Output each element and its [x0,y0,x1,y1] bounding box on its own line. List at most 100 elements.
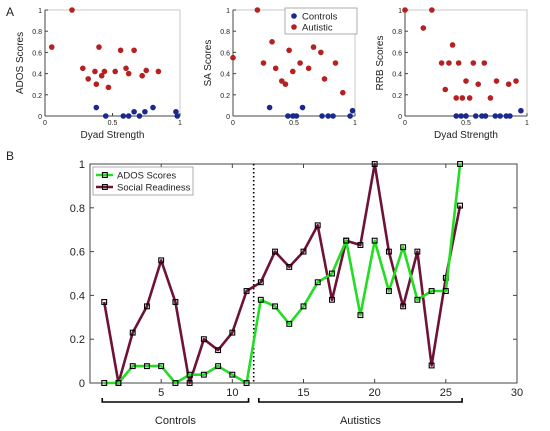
data-marker [172,299,179,305]
scatter-point [472,113,479,119]
scatter-point [150,104,156,111]
scatter-point [96,44,102,50]
data-marker [414,248,421,255]
scatter-point [459,95,466,101]
scatter-point [266,104,273,111]
scatter-point [481,60,488,66]
data-marker [158,363,165,370]
scatter-point [142,108,148,115]
scatter-point [105,84,112,91]
scatter-point [507,113,513,119]
legend-label: Autistic [302,23,333,34]
y-axis-label: SA Scores [203,40,214,87]
scatter-point [101,68,108,75]
x-tick-label: 0.5 [108,120,118,127]
scatter-point [349,107,356,114]
scatter-point [269,39,275,45]
scatter-point [48,44,55,50]
legend-marker [291,24,297,30]
scatter-point [272,65,279,72]
data-marker [243,380,250,386]
scatter-point [325,113,331,119]
scatter-point [420,25,427,31]
scatter-point [310,44,317,50]
x-tick-label: 20 [369,387,381,399]
data-marker [158,257,165,264]
y-tick-label: 1 [38,8,42,15]
y-tick-label: 0.8 [70,203,85,215]
legend-marker [291,13,297,19]
x-axis-label: Dyad Strength [81,130,145,141]
data-marker [357,242,364,248]
x-tick-label: 30 [511,387,523,399]
scatter-point [289,68,296,75]
y-tick-label: 0.6 [220,50,230,57]
scatter-point [260,60,267,66]
x-tick-label: 1 [525,120,529,127]
y-tick-label: 0.8 [220,29,230,36]
data-marker [143,363,150,370]
scatter-point [125,70,132,77]
panel-label-b: B [6,149,14,163]
plot-area [89,163,518,384]
y-tick-label: 0.2 [392,93,402,100]
data-marker [357,312,364,319]
y-axis-label: RRB Scores [375,35,386,90]
x-tick-label: 1 [353,120,357,127]
scatter-point [482,113,489,119]
y-tick-label: 1 [79,159,85,171]
x-tick-label: 25 [440,387,452,399]
scatter-point [453,113,460,119]
x-tick-label: 15 [297,387,309,399]
scatter-point [463,78,469,84]
scatter-point [318,49,324,56]
scatter-point [492,113,499,119]
scatter-rrb: 0 0.2 0.4 0.6 0.8 1 0 0.5 1 Dyad Strength RRB Scor… [375,7,529,141]
data-marker [400,303,407,310]
scatter-point [80,65,86,72]
scatter-point [102,113,109,119]
scatter-point [92,68,98,75]
y-tick-label: 0.2 [220,93,230,100]
data-marker [442,288,449,294]
scatter-point [125,113,132,119]
data-marker [129,363,136,370]
scatter-point [293,113,300,119]
scatter-point [449,42,456,48]
scatter-point [155,68,162,75]
scatter-point [497,113,503,119]
scatter-ados: 0 0.2 0.4 0.6 0.8 1 0 0.5 1 Dyad Strength ADOS Sco… [15,7,182,141]
data-marker [215,347,222,354]
data-marker [272,303,278,310]
scatter-point [120,113,127,119]
scatter-point [131,47,137,54]
data-marker [115,380,122,386]
data-marker [371,237,378,244]
scatter-point [513,78,519,84]
scatter-point [299,104,306,111]
legend-box [92,166,194,196]
scatter-point [518,107,524,114]
data-marker [314,222,321,229]
x-tick-label: 0 [403,120,407,127]
scatter-point [93,104,100,111]
group-label: Autistics [340,415,381,427]
scatter-point [347,113,353,119]
data-marker [101,299,108,305]
x-tick-label: 0.5 [289,120,299,127]
data-marker [428,362,435,369]
scatter-point [279,78,285,84]
y-tick-label: 0.4 [392,72,402,79]
scatter-point [453,95,460,101]
data-marker [300,303,307,310]
scatter-point [463,113,469,119]
data-marker [457,161,464,167]
legend-label: Social Readiness [117,183,191,194]
data-marker [229,329,236,336]
scatter-point [254,7,261,13]
scatter-point [475,81,482,87]
scatter-point [174,113,181,119]
y-tick-label: 0.4 [70,290,85,302]
y-tick-label: 0 [38,114,42,121]
